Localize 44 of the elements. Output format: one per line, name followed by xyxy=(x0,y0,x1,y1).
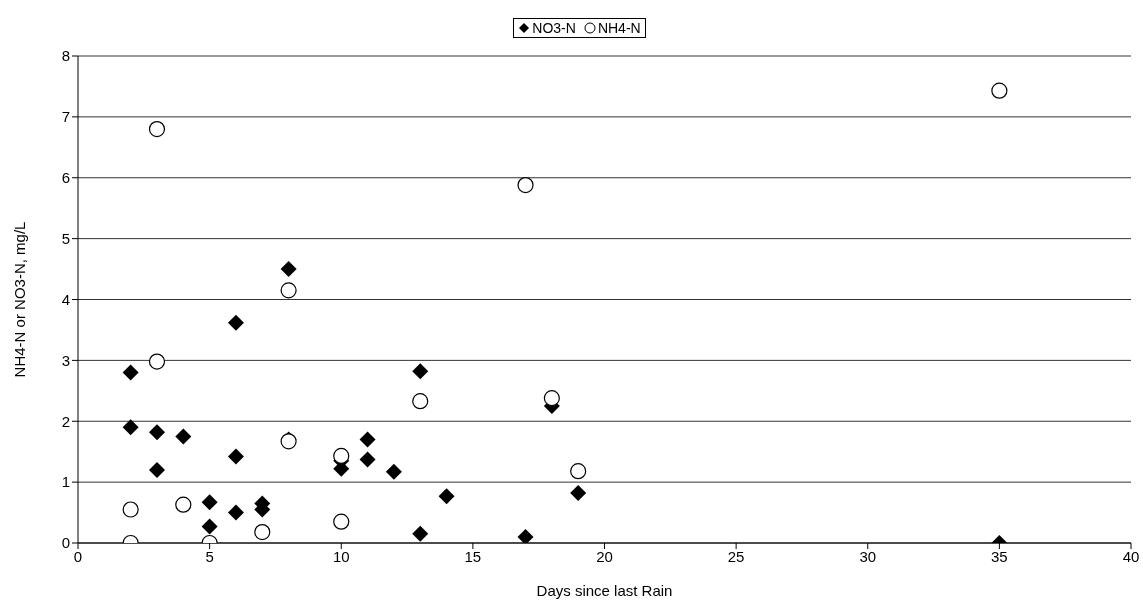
y-tick-label: 0 xyxy=(61,534,70,552)
point xyxy=(517,528,534,543)
point xyxy=(412,363,429,380)
x-tick-label: 30 xyxy=(859,547,877,565)
point xyxy=(227,314,244,331)
y-tick-label: 5 xyxy=(61,229,70,247)
point xyxy=(148,424,165,441)
x-tick-label: 0 xyxy=(73,547,83,565)
y-tick-label: 1 xyxy=(61,473,70,491)
y-tick-label: 4 xyxy=(61,290,70,308)
point xyxy=(175,428,192,445)
legend-label: NH4-N xyxy=(597,20,641,36)
point xyxy=(359,451,376,468)
point xyxy=(201,518,218,535)
point xyxy=(148,353,166,370)
x-tick-label: 25 xyxy=(727,547,745,565)
point xyxy=(412,525,429,542)
point xyxy=(148,461,165,478)
point xyxy=(333,447,350,465)
point xyxy=(280,261,297,278)
y-axis-title: NH4-N or NO3-N, mg/L xyxy=(11,221,29,378)
point xyxy=(122,364,139,381)
point xyxy=(201,494,218,511)
y-tick-label: 2 xyxy=(61,412,70,430)
x-tick-label: 20 xyxy=(596,547,613,565)
point xyxy=(227,448,244,465)
y-tick-label: 8 xyxy=(61,47,70,65)
x-axis-title: Days since last Rain xyxy=(536,582,673,599)
point xyxy=(122,419,139,436)
y-tick-label: 6 xyxy=(61,169,70,187)
x-tick-label: 10 xyxy=(332,547,350,565)
point xyxy=(227,504,244,521)
x-tick-label: 15 xyxy=(464,547,482,565)
point xyxy=(438,488,455,505)
legend-label: NO3-N xyxy=(532,20,576,36)
point xyxy=(385,463,402,480)
x-tick-label: 35 xyxy=(991,547,1008,565)
x-tick-label: 5 xyxy=(205,547,214,565)
point xyxy=(570,485,587,502)
y-tick-label: 7 xyxy=(61,108,70,126)
x-tick-label: 40 xyxy=(1122,547,1140,565)
point xyxy=(359,431,376,448)
point xyxy=(543,390,560,407)
y-tick-label: 3 xyxy=(61,351,70,369)
